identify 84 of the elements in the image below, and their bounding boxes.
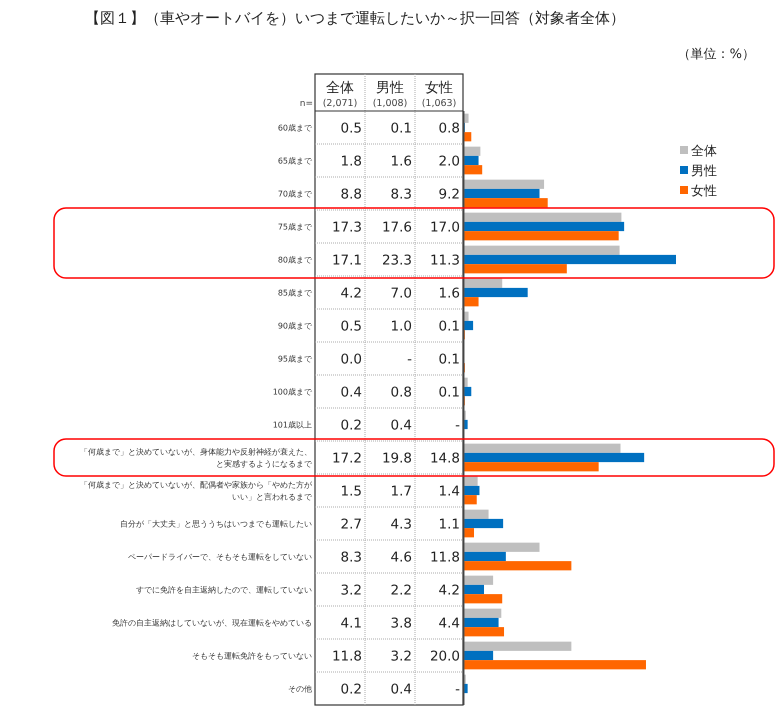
data-label: 23.3: [382, 252, 412, 268]
y-tick-label: 65歳まで: [278, 156, 313, 166]
data-label: 3.2: [390, 648, 412, 664]
data-label: 17.6: [382, 220, 412, 236]
data-label: 17.0: [430, 220, 460, 236]
y-tick-label: 75歳まで: [278, 222, 313, 232]
text: (1,008): [372, 98, 408, 109]
data-label: -: [407, 352, 412, 368]
data-label: 1.0: [390, 318, 412, 334]
data-label: 19.8: [382, 450, 412, 466]
y-tick-label: ペーパードライバーで、そもそも運転をしていない: [128, 552, 312, 562]
legend-label: 女性: [691, 184, 717, 199]
data-label: 8.3: [390, 186, 412, 202]
y-tick-label: 85歳まで: [278, 288, 313, 298]
data-label: 9.2: [438, 186, 460, 202]
data-label: -: [455, 682, 460, 698]
data-label: 0.1: [438, 352, 460, 368]
data-label: 0.2: [340, 418, 362, 434]
data-label: 17.3: [332, 220, 362, 236]
data-label: 20.0: [430, 648, 460, 664]
data-label: 4.2: [438, 582, 460, 598]
data-label: 0.1: [438, 318, 460, 334]
data-label: 17.2: [332, 450, 362, 466]
data-label: 0.1: [390, 120, 412, 136]
data-label: 1.6: [390, 154, 412, 170]
data-label: 3.2: [340, 582, 362, 598]
text: (2,071): [322, 98, 358, 109]
data-label: 8.3: [340, 550, 362, 566]
y-tick-label: そもそも運転免許をもっていない: [192, 652, 312, 660]
data-label: 0.5: [340, 318, 362, 334]
data-label: 0.5: [340, 120, 362, 136]
y-tick-label: 80歳まで: [278, 256, 313, 264]
y-tick-label: その他: [288, 684, 312, 694]
text: 全体: [326, 80, 354, 96]
text: n=: [300, 99, 313, 109]
data-label: 1.1: [438, 516, 460, 532]
y-tick-label: 「何歳まで」と決めていないが、身体能力や反射神経が衰えた、と実感するようになるまで: [80, 448, 313, 468]
text: 女性: [425, 80, 453, 96]
data-label: 2.7: [340, 516, 362, 532]
data-label: 0.8: [390, 384, 412, 400]
data-label: 0.0: [340, 352, 362, 368]
data-label: -: [455, 418, 460, 434]
data-label: 0.4: [390, 682, 412, 698]
text: （単位：%）: [678, 47, 755, 62]
data-label: 8.8: [340, 186, 362, 202]
data-label: 0.4: [340, 384, 362, 400]
data-label: 2.2: [390, 582, 412, 598]
y-tick-label: 101歳以上: [272, 420, 312, 430]
data-label: 0.2: [340, 682, 362, 698]
data-label: 4.6: [390, 550, 412, 566]
data-label: 4.1: [340, 616, 362, 632]
data-label: 11.8: [430, 550, 460, 566]
data-label: 0.4: [390, 418, 412, 434]
y-tick-label: 70歳まで: [278, 190, 313, 198]
data-label: 4.3: [390, 516, 412, 532]
data-label: 0.1: [438, 384, 460, 400]
data-label: 1.4: [438, 484, 460, 500]
y-tick-label: 100歳まで: [272, 388, 313, 396]
data-label: 1.6: [438, 286, 460, 302]
y-tick-label: 自分が「大丈夫」と思ううちはいつまでも運転したい: [120, 520, 312, 528]
data-label: 1.5: [340, 484, 362, 500]
data-label: 1.7: [390, 484, 412, 500]
y-tick-label: すでに免許を自主返納したので、運転していない: [136, 586, 312, 594]
data-label: 7.0: [390, 286, 412, 302]
data-label: 4.2: [340, 286, 362, 302]
data-label: 4.4: [438, 616, 460, 632]
data-label: 2.0: [438, 154, 460, 170]
y-tick-label: 95歳まで: [278, 354, 313, 364]
data-label: 1.8: [340, 154, 362, 170]
y-tick-label: 60歳まで: [278, 124, 313, 132]
legend-label: 男性: [691, 164, 717, 179]
legend-label: 全体: [691, 144, 717, 159]
y-tick-label: 90歳まで: [278, 322, 313, 330]
data-label: 14.8: [430, 450, 460, 466]
data-label: 17.1: [332, 252, 362, 268]
data-label: 11.3: [430, 252, 460, 268]
text: 男性: [376, 80, 404, 96]
data-label: 3.8: [390, 616, 412, 632]
text: (1,063): [422, 98, 456, 109]
data-label: 0.8: [438, 120, 460, 136]
chart-title: 【図１】（車やオートバイを）いつまで運転したいか～択一回答（対象者全体）: [85, 9, 625, 27]
y-tick-label: 「何歳まで」と決めていないが、配偶者や家族から「やめた方がいい」と言われるまで: [80, 480, 313, 502]
data-label: 11.8: [332, 648, 362, 664]
y-tick-label: 免許の自主返納はしていないが、現在運転をやめている: [112, 618, 312, 628]
